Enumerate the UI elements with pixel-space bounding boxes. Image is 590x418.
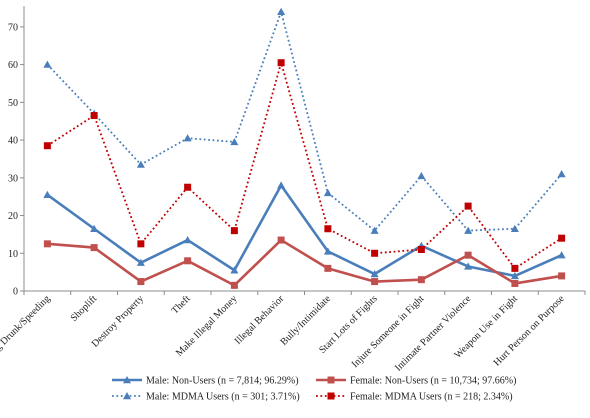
data-point [324,225,332,233]
data-point [371,278,379,286]
series-line [47,238,562,287]
data-point [136,258,145,266]
legend-item-2: Female: Non-Users (n = 10,734; 97.66%) [316,376,516,387]
data-point [323,247,332,255]
data-point [464,202,472,210]
legend-label: Female: MDMA Users (n = 218; 2.34%) [350,392,513,403]
series-3 [43,7,566,234]
y-tick-label: 70 [8,22,18,33]
data-point [43,142,51,150]
legend: Male: Non-Users (n = 7,814; 96.29%) Femal… [112,376,516,403]
data-point [277,181,286,189]
data-point [417,276,425,284]
data-point [183,134,192,142]
series-line [46,61,563,270]
data-point [230,227,238,235]
data-point [464,262,473,270]
data-point [277,59,285,67]
y-tick-label: 40 [8,136,18,147]
data-point [137,278,145,286]
data-point [558,234,566,242]
legend-label: Male: Non-Users (n = 7,814; 96.29%) [146,376,299,387]
x-tick-label: Driving Drunk/Speeding [0,293,52,371]
axes: 0 10 20 30 40 50 60 70 Driving Drunk/Speeding Sho… [0,6,586,374]
y-tick-label: 50 [8,98,18,109]
data-point [90,244,98,252]
data-point [137,240,145,248]
data-point [371,249,379,257]
legend-item-3: Male: MDMA Users (n = 301; 3.71%) [112,392,300,403]
y-tick-label: 60 [8,60,18,71]
data-point [324,264,332,272]
data-point [558,272,566,280]
y-tick-label: 0 [13,287,18,298]
x-tick-label: Intimate Partner Violence [393,293,474,374]
data-point [417,171,426,180]
series-layer [43,7,566,289]
legend-item-1: Male: Non-Users (n = 7,814; 96.29%) [112,376,299,387]
data-point [557,170,566,178]
data-point [90,112,98,120]
legend-marker [327,392,335,400]
data-point [277,236,285,244]
data-point [230,281,238,289]
data-point [510,271,519,280]
data-point [370,226,379,234]
data-point [183,236,192,244]
data-point [323,188,332,197]
legend-item-4: Female: MDMA Users (n = 218; 2.34%) [316,392,513,403]
legend-label: Male: MDMA Users (n = 301; 3.71%) [146,392,300,403]
data-point [230,266,239,274]
data-point [464,226,473,234]
x-tick-label: Theft [170,293,193,316]
x-tick-label: Shoplift [69,293,100,324]
series-4 [43,59,566,272]
legend-marker [327,376,335,384]
data-point [184,257,192,265]
data-point [230,137,239,146]
data-point [90,224,99,232]
data-point [510,224,519,232]
series-2 [43,236,566,289]
legend-label: Female: Non-Users (n = 10,734; 97.66%) [350,376,516,387]
data-point [184,183,192,191]
series-1 [43,181,566,280]
data-point [370,270,379,278]
series-line [46,10,563,232]
legend-marker [123,376,131,384]
y-tick-label: 30 [8,173,18,184]
data-point [511,279,519,287]
data-point [417,245,425,253]
y-tick-label: 20 [8,211,18,222]
legend-marker [123,392,131,400]
data-point [511,264,519,272]
series-line [46,184,563,278]
data-point [43,60,52,68]
data-point [136,160,145,168]
data-point [557,251,566,259]
data-point [277,7,286,15]
data-point [43,240,51,248]
y-tick-label: 10 [8,249,18,260]
data-point [43,190,52,198]
data-point [464,251,472,259]
